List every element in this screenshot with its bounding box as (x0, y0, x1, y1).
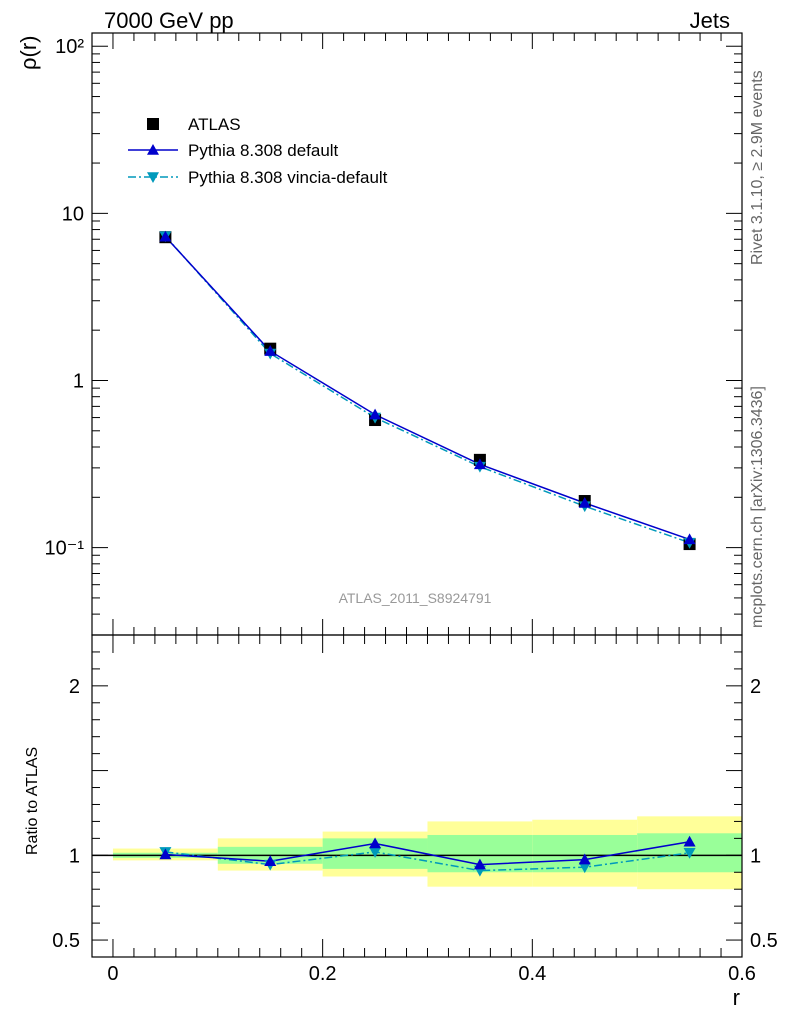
ratio-y-tick-label: 1 (69, 845, 80, 867)
ratio-default-point (369, 837, 382, 849)
main-plot-panel: 10⁻¹ 1 10 10² ATLAS_2011_S8924791 ρ(r) ATLA… (16, 32, 743, 636)
ratio-vincia-point (683, 847, 696, 859)
ratio-y-tick-label-right: 2 (750, 676, 761, 698)
ratio-vincia-point (578, 862, 591, 874)
vincia-line (164, 235, 690, 544)
legend-label: Pythia 8.308 vincia-default (188, 168, 388, 187)
main-y-tick-label: 1 (73, 370, 84, 392)
ratio-vincia-line (165, 851, 690, 872)
legend: ATLAS Pythia 8.308 default Pythia 8.308 vi… (128, 115, 388, 187)
x-tick-label: 0.6 (728, 963, 756, 985)
legend-label: Pythia 8.308 default (188, 141, 339, 160)
side-text-mcplots: mcplots.cern.ch [arXiv:1306.3436] (749, 386, 766, 628)
ratio-default-point (159, 848, 172, 860)
ratio-plot-panel: 0.5 0.5 1 1 2 2 0 0.2 0.4 0.6 Ratio to ATLAS r (24, 634, 778, 1010)
x-axis-label: r (733, 985, 740, 1010)
ratio-default-point (683, 835, 696, 847)
legend-atlas-marker (147, 118, 159, 130)
default-point (473, 458, 486, 470)
ratio-y-axis-label: Ratio to ATLAS (24, 747, 41, 855)
ratio-default-point (264, 855, 277, 867)
analysis-watermark: ATLAS_2011_S8924791 (339, 590, 492, 606)
ratio-y-tick-label-right: 0.5 (750, 930, 778, 952)
ratio-y-tick-label: 2 (69, 676, 80, 698)
legend-label: ATLAS (188, 115, 241, 134)
default-point (264, 345, 277, 356)
ratio-y-tick-label-right: 1 (750, 845, 761, 867)
x-tick-label: 0.4 (518, 963, 546, 985)
ratio-default-line (165, 841, 690, 866)
legend-default-marker (147, 144, 159, 155)
main-y-tick-label: 10 (62, 203, 84, 225)
ratio-vincia-point (369, 847, 382, 858)
x-tick-label: 0.2 (309, 963, 337, 985)
ratio-plot-marks: 0.5 0.5 1 1 2 2 0 0.2 0.4 0.6 (52, 635, 778, 985)
ratio-y-tick-label: 0.5 (52, 930, 80, 952)
side-text-rivet: Rivet 3.1.10, ≥ 2.9M events (749, 70, 766, 265)
header-left: 7000 GeV pp (104, 8, 234, 33)
ratio-plot-frame (91, 634, 743, 958)
legend-vincia-marker (147, 172, 159, 183)
x-tick-label: 0 (107, 963, 118, 985)
main-y-tick-label: 10⁻¹ (45, 538, 85, 560)
default-point (683, 533, 696, 545)
default-point (578, 496, 591, 508)
default-point (369, 408, 382, 420)
default-line (164, 236, 690, 541)
main-y-axis-label: ρ(r) (16, 36, 41, 71)
main-plot-marks: 10⁻¹ 1 10 10² (45, 33, 743, 636)
ratio-default-point (578, 853, 591, 865)
ratio-default-point (473, 858, 486, 870)
main-y-tick-label: 10² (55, 36, 84, 58)
header-right: Jets (690, 8, 730, 33)
default-point (159, 230, 172, 242)
